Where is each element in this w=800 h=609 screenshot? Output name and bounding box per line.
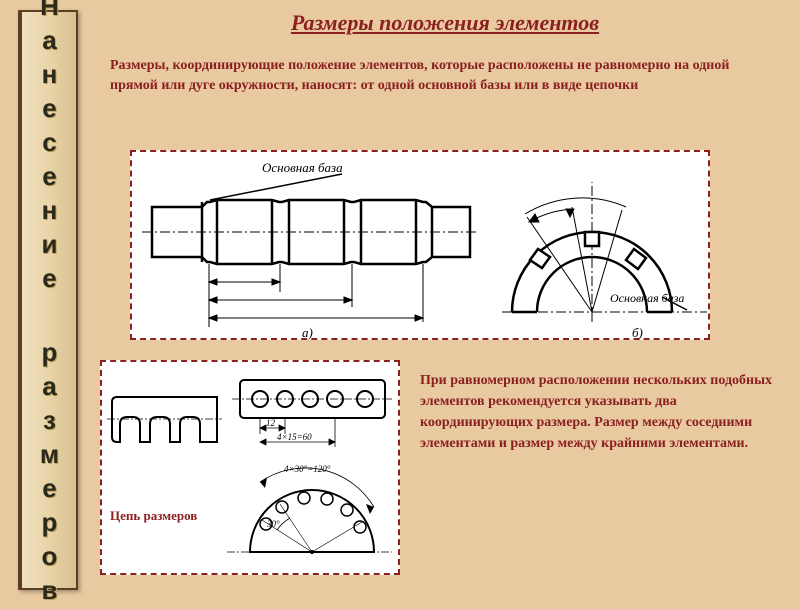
page-title: Размеры положения элементов	[100, 10, 790, 36]
sidebar: Нанесение размеров	[18, 10, 78, 590]
angle-30: 30°	[266, 519, 280, 529]
arc-diagram: Основная база б)	[502, 182, 707, 340]
figure-1: Основная база	[130, 150, 710, 340]
leader-line	[210, 174, 342, 200]
description-1: Размеры, координирующие положение элемен…	[100, 56, 790, 95]
figure-2: 12 4×15=60	[100, 360, 400, 575]
content-area: Размеры положения элементов Размеры, коо…	[100, 10, 790, 105]
figure-1-svg: Основная база	[132, 152, 712, 342]
label-b: б)	[632, 325, 643, 340]
arc-plate: 30° 4×30°=120°	[227, 464, 392, 554]
dim-4x15: 4×15=60	[277, 432, 312, 442]
dim-12: 12	[266, 418, 276, 428]
description-2: При равномерном расположении нескольких …	[420, 370, 790, 454]
chain-label: Цепь размеров	[110, 508, 197, 524]
plate-left	[112, 397, 217, 442]
figure-2-svg: 12 4×15=60	[102, 362, 402, 577]
sidebar-word-1: Нанесение	[34, 0, 65, 297]
angle-total: 4×30°=120°	[284, 464, 331, 474]
dim-lines	[209, 279, 423, 321]
label-main-base: Основная база	[262, 160, 343, 175]
label-a: а)	[302, 325, 313, 340]
sidebar-word-2: размеров	[34, 337, 65, 609]
